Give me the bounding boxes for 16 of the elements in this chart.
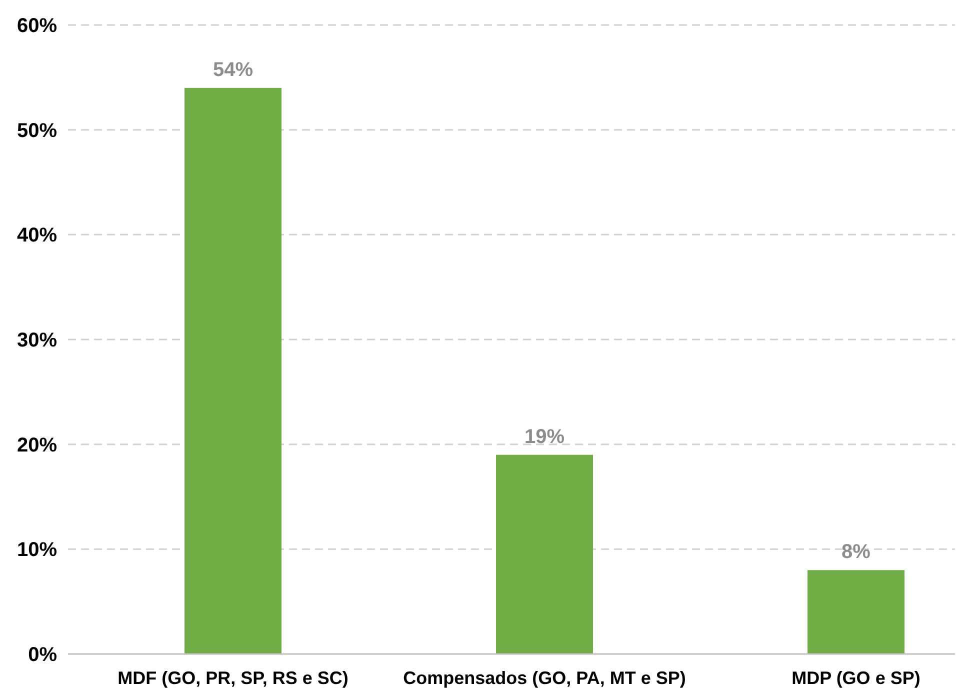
- y-tick-label: 30%: [16, 330, 58, 352]
- bar: [184, 88, 282, 654]
- data-label: 8%: [842, 541, 871, 564]
- data-label: 19%: [524, 426, 565, 448]
- y-tick-label: 60%: [16, 15, 58, 37]
- y-tick-label: 10%: [16, 539, 58, 562]
- bar: [808, 570, 904, 654]
- y-tick-label: 50%: [16, 120, 58, 142]
- y-tick-label: 20%: [16, 434, 58, 456]
- x-tick-label: Compensados (GO, PA, MT e SP): [403, 668, 686, 688]
- data-label: 54%: [212, 58, 254, 81]
- bar: [496, 454, 593, 654]
- y-tick-label: 0%: [28, 644, 58, 666]
- y-tick-label: 40%: [16, 224, 58, 247]
- x-tick-label: MDP (GO e SP): [792, 668, 920, 688]
- x-tick-label: MDF (GO, PR, SP, RS e SC): [118, 668, 348, 688]
